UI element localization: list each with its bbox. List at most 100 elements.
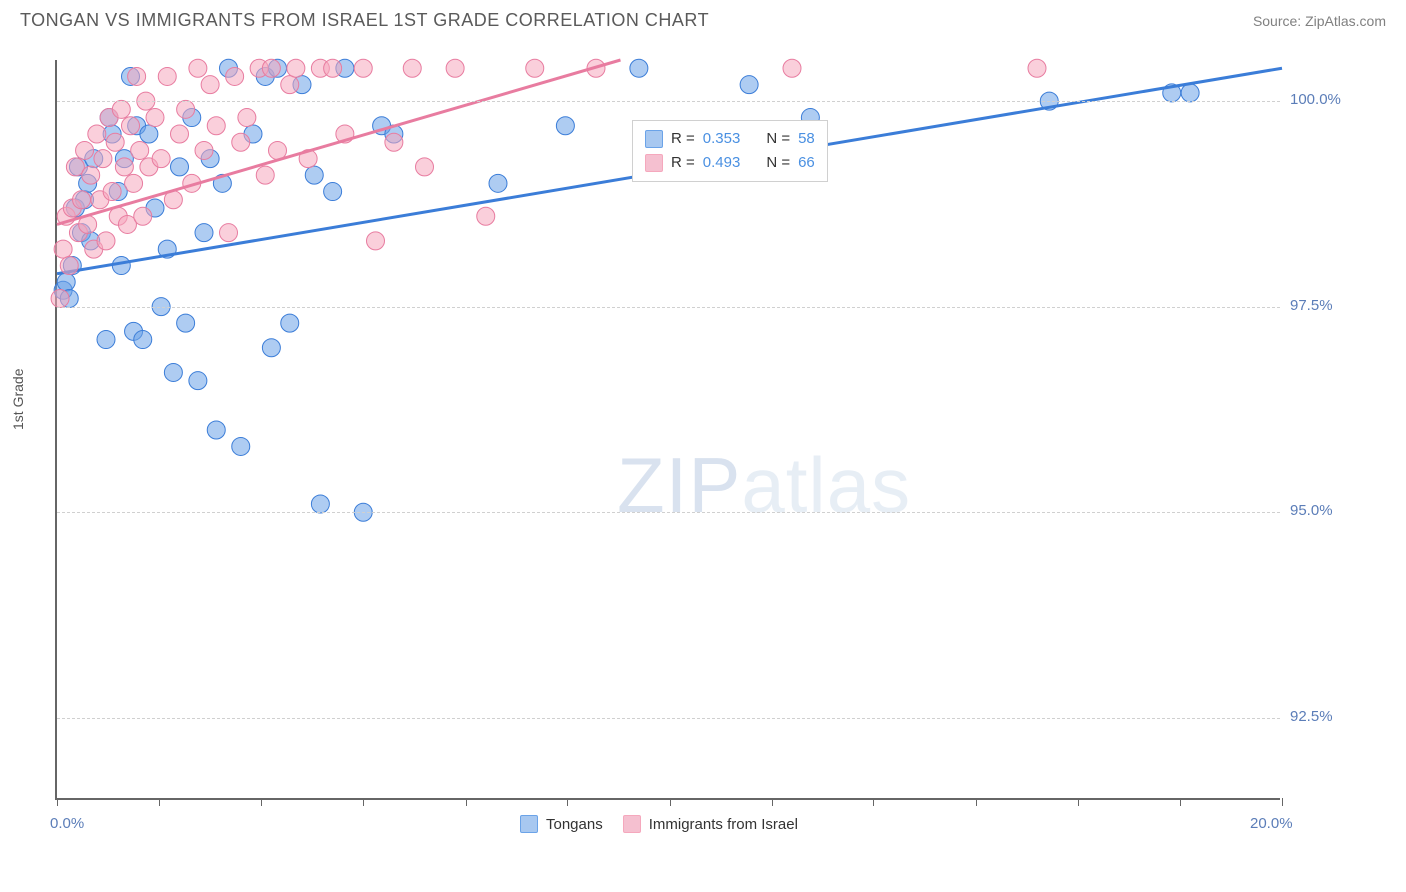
r-value: 0.353: [703, 127, 741, 151]
data-point: [115, 158, 133, 176]
x-tick: [159, 798, 160, 806]
data-point: [403, 59, 421, 77]
data-point: [226, 67, 244, 85]
data-point: [140, 125, 158, 143]
chart-title: TONGAN VS IMMIGRANTS FROM ISRAEL 1ST GRA…: [20, 10, 709, 31]
data-point: [446, 59, 464, 77]
n-value: 58: [798, 127, 815, 151]
y-axis-title: 1st Grade: [10, 369, 26, 430]
legend-swatch: [623, 815, 641, 833]
x-tick: [1180, 798, 1181, 806]
data-point: [305, 166, 323, 184]
legend-row: R =0.493N =66: [645, 151, 815, 175]
data-point: [1028, 59, 1046, 77]
data-point: [125, 174, 143, 192]
data-point: [106, 133, 124, 151]
data-point: [97, 331, 115, 349]
n-value: 66: [798, 151, 815, 175]
y-tick-label: 95.0%: [1290, 502, 1333, 519]
data-point: [177, 100, 195, 118]
data-point: [134, 331, 152, 349]
data-point: [73, 191, 91, 209]
gridline-h: [57, 512, 1280, 513]
data-point: [128, 67, 146, 85]
x-tick: [567, 798, 568, 806]
legend-swatch: [520, 815, 538, 833]
x-tick: [873, 798, 874, 806]
x-axis-max-label: 20.0%: [1250, 815, 1293, 832]
data-point: [287, 59, 305, 77]
gridline-h: [57, 307, 1280, 308]
data-point: [171, 158, 189, 176]
data-point: [354, 59, 372, 77]
data-point: [146, 109, 164, 127]
data-point: [177, 314, 195, 332]
y-tick-label: 97.5%: [1290, 297, 1333, 314]
data-point: [207, 421, 225, 439]
data-point: [164, 363, 182, 381]
data-point: [134, 207, 152, 225]
data-point: [57, 273, 75, 291]
x-tick: [466, 798, 467, 806]
data-point: [324, 183, 342, 201]
data-point: [311, 495, 329, 513]
data-point: [489, 174, 507, 192]
x-tick: [1282, 798, 1283, 806]
data-point: [201, 76, 219, 94]
data-point: [97, 232, 115, 250]
data-point: [281, 76, 299, 94]
legend-item: Tongans: [520, 815, 603, 833]
data-point: [1181, 84, 1199, 102]
data-point: [281, 314, 299, 332]
data-point: [131, 141, 149, 159]
data-point: [112, 100, 130, 118]
data-point: [51, 289, 69, 307]
x-tick: [976, 798, 977, 806]
legend-label: Immigrants from Israel: [649, 816, 798, 833]
series-legend: Tongans Immigrants from Israel: [520, 815, 798, 833]
y-tick-label: 92.5%: [1290, 708, 1333, 725]
data-point: [60, 257, 78, 275]
data-point: [94, 150, 112, 168]
y-tick-label: 100.0%: [1290, 91, 1341, 108]
data-point: [88, 125, 106, 143]
data-point: [367, 232, 385, 250]
data-point: [152, 150, 170, 168]
legend-item: Immigrants from Israel: [623, 815, 798, 833]
chart-plot-area: ZIPatlas R =0.353N =58R =0.493N =66: [55, 60, 1280, 800]
data-point: [232, 437, 250, 455]
data-point: [76, 141, 94, 159]
data-point: [740, 76, 758, 94]
data-point: [158, 67, 176, 85]
data-point: [262, 59, 280, 77]
data-point: [385, 133, 403, 151]
r-label: R =: [671, 151, 695, 175]
x-tick: [772, 798, 773, 806]
data-point: [526, 59, 544, 77]
stats-legend: R =0.353N =58R =0.493N =66: [632, 120, 828, 182]
legend-label: Tongans: [546, 816, 603, 833]
x-tick: [363, 798, 364, 806]
data-point: [256, 166, 274, 184]
legend-swatch: [645, 154, 663, 172]
data-point: [195, 141, 213, 159]
data-point: [189, 372, 207, 390]
data-point: [262, 339, 280, 357]
data-point: [189, 59, 207, 77]
n-label: N =: [766, 127, 790, 151]
data-point: [82, 166, 100, 184]
x-tick: [670, 798, 671, 806]
x-axis-min-label: 0.0%: [50, 815, 84, 832]
data-point: [324, 59, 342, 77]
r-value: 0.493: [703, 151, 741, 175]
data-point: [477, 207, 495, 225]
x-tick: [261, 798, 262, 806]
r-label: R =: [671, 127, 695, 151]
data-point: [238, 109, 256, 127]
data-point: [195, 224, 213, 242]
data-point: [783, 59, 801, 77]
data-point: [232, 133, 250, 151]
legend-swatch: [645, 130, 663, 148]
data-point: [207, 117, 225, 135]
data-point: [556, 117, 574, 135]
